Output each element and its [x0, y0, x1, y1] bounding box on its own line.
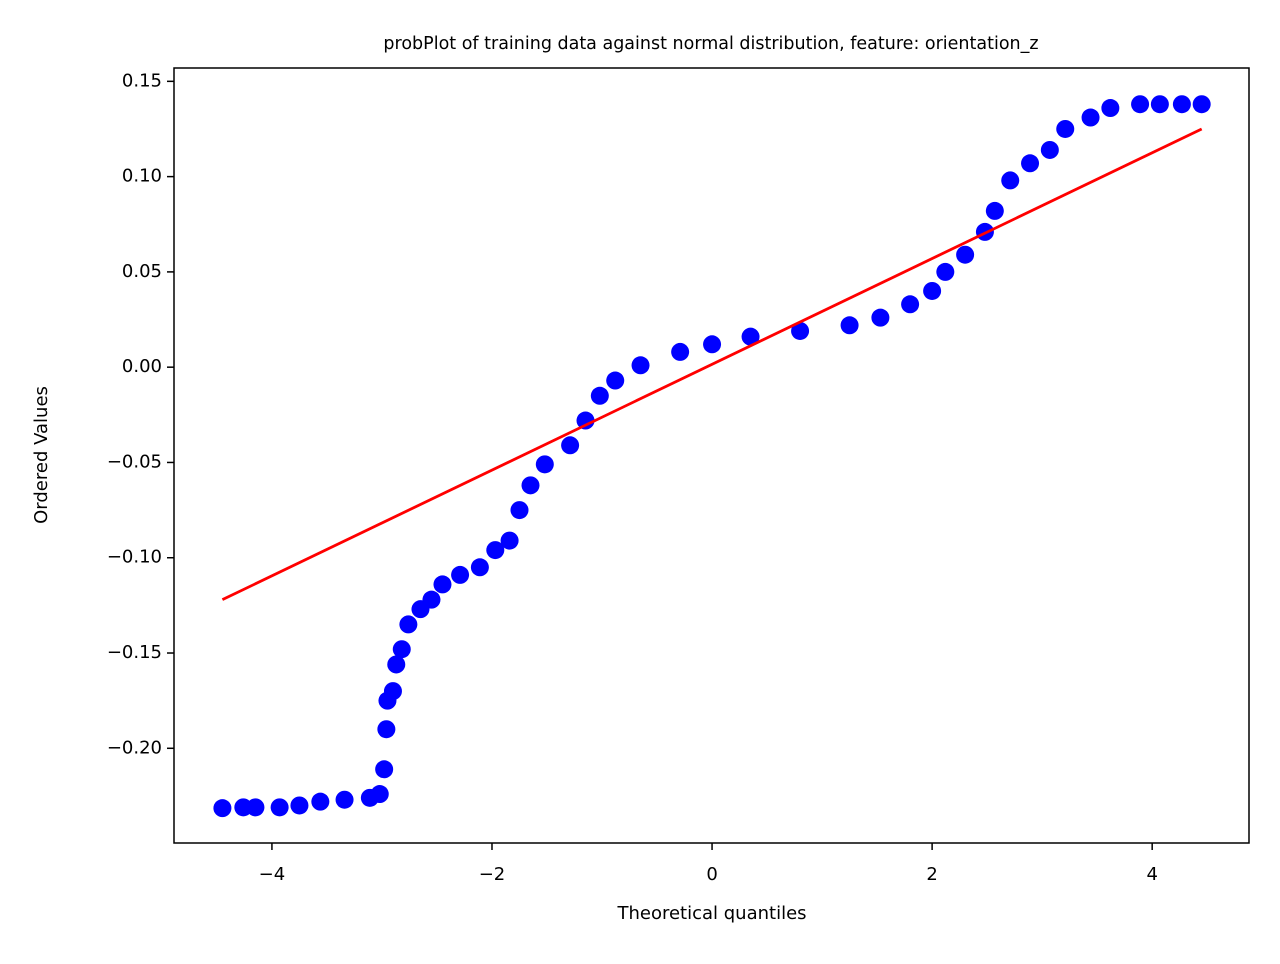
point — [510, 501, 529, 520]
chart-title: probPlot of training data against normal… — [383, 34, 1038, 54]
point — [1192, 95, 1211, 114]
point — [871, 308, 890, 327]
point — [451, 565, 470, 584]
point — [399, 615, 418, 634]
point — [936, 262, 955, 281]
point — [703, 335, 722, 354]
point — [1131, 95, 1150, 114]
y-tick-label: 0.00 — [122, 356, 162, 377]
y-tick-label: 0.10 — [122, 166, 162, 187]
y-tick-label: −0.05 — [107, 451, 162, 472]
point — [606, 371, 625, 390]
y-tick-label: −0.20 — [107, 737, 162, 758]
x-tick-label: −4 — [259, 864, 286, 885]
point — [377, 720, 396, 739]
point — [433, 575, 452, 594]
point — [576, 411, 595, 430]
point — [1021, 154, 1040, 173]
plot-frame — [173, 67, 1250, 844]
point — [290, 796, 309, 815]
point — [213, 799, 232, 818]
point — [923, 281, 942, 300]
point — [590, 386, 609, 405]
point — [246, 798, 265, 817]
point — [840, 316, 859, 335]
x-tick-label: −2 — [479, 864, 506, 885]
point — [383, 682, 402, 701]
y-axis-label: Ordered Values — [31, 386, 52, 524]
point — [311, 792, 330, 811]
point — [535, 455, 554, 474]
point — [1056, 119, 1075, 138]
point — [791, 321, 810, 340]
point — [1081, 108, 1100, 127]
y-tick-label: −0.15 — [107, 642, 162, 663]
point — [901, 295, 920, 314]
point — [392, 640, 411, 659]
point — [956, 245, 975, 264]
y-tick-label: 0.05 — [122, 261, 162, 282]
point — [500, 531, 519, 550]
x-tick-label: 2 — [926, 864, 937, 885]
point — [1172, 95, 1191, 114]
point — [1101, 99, 1120, 118]
point — [671, 342, 690, 361]
fit-line — [221, 127, 1203, 601]
x-tick-label: 4 — [1146, 864, 1157, 885]
point — [422, 590, 441, 609]
point — [561, 436, 580, 455]
y-tick-label: −0.10 — [107, 547, 162, 568]
point — [521, 476, 540, 495]
point — [335, 790, 354, 809]
x-axis-label: Theoretical quantiles — [616, 903, 806, 924]
point — [270, 798, 289, 817]
point — [985, 201, 1004, 220]
point — [470, 558, 489, 577]
point — [370, 785, 389, 804]
point — [375, 760, 394, 779]
y-tick-label: 0.15 — [122, 70, 162, 91]
x-tick-label: 0 — [706, 864, 717, 885]
point — [387, 655, 406, 674]
point — [486, 541, 505, 560]
point — [1150, 95, 1169, 114]
point — [1040, 140, 1059, 159]
point — [631, 356, 650, 375]
point — [1001, 171, 1020, 190]
point — [741, 327, 760, 346]
